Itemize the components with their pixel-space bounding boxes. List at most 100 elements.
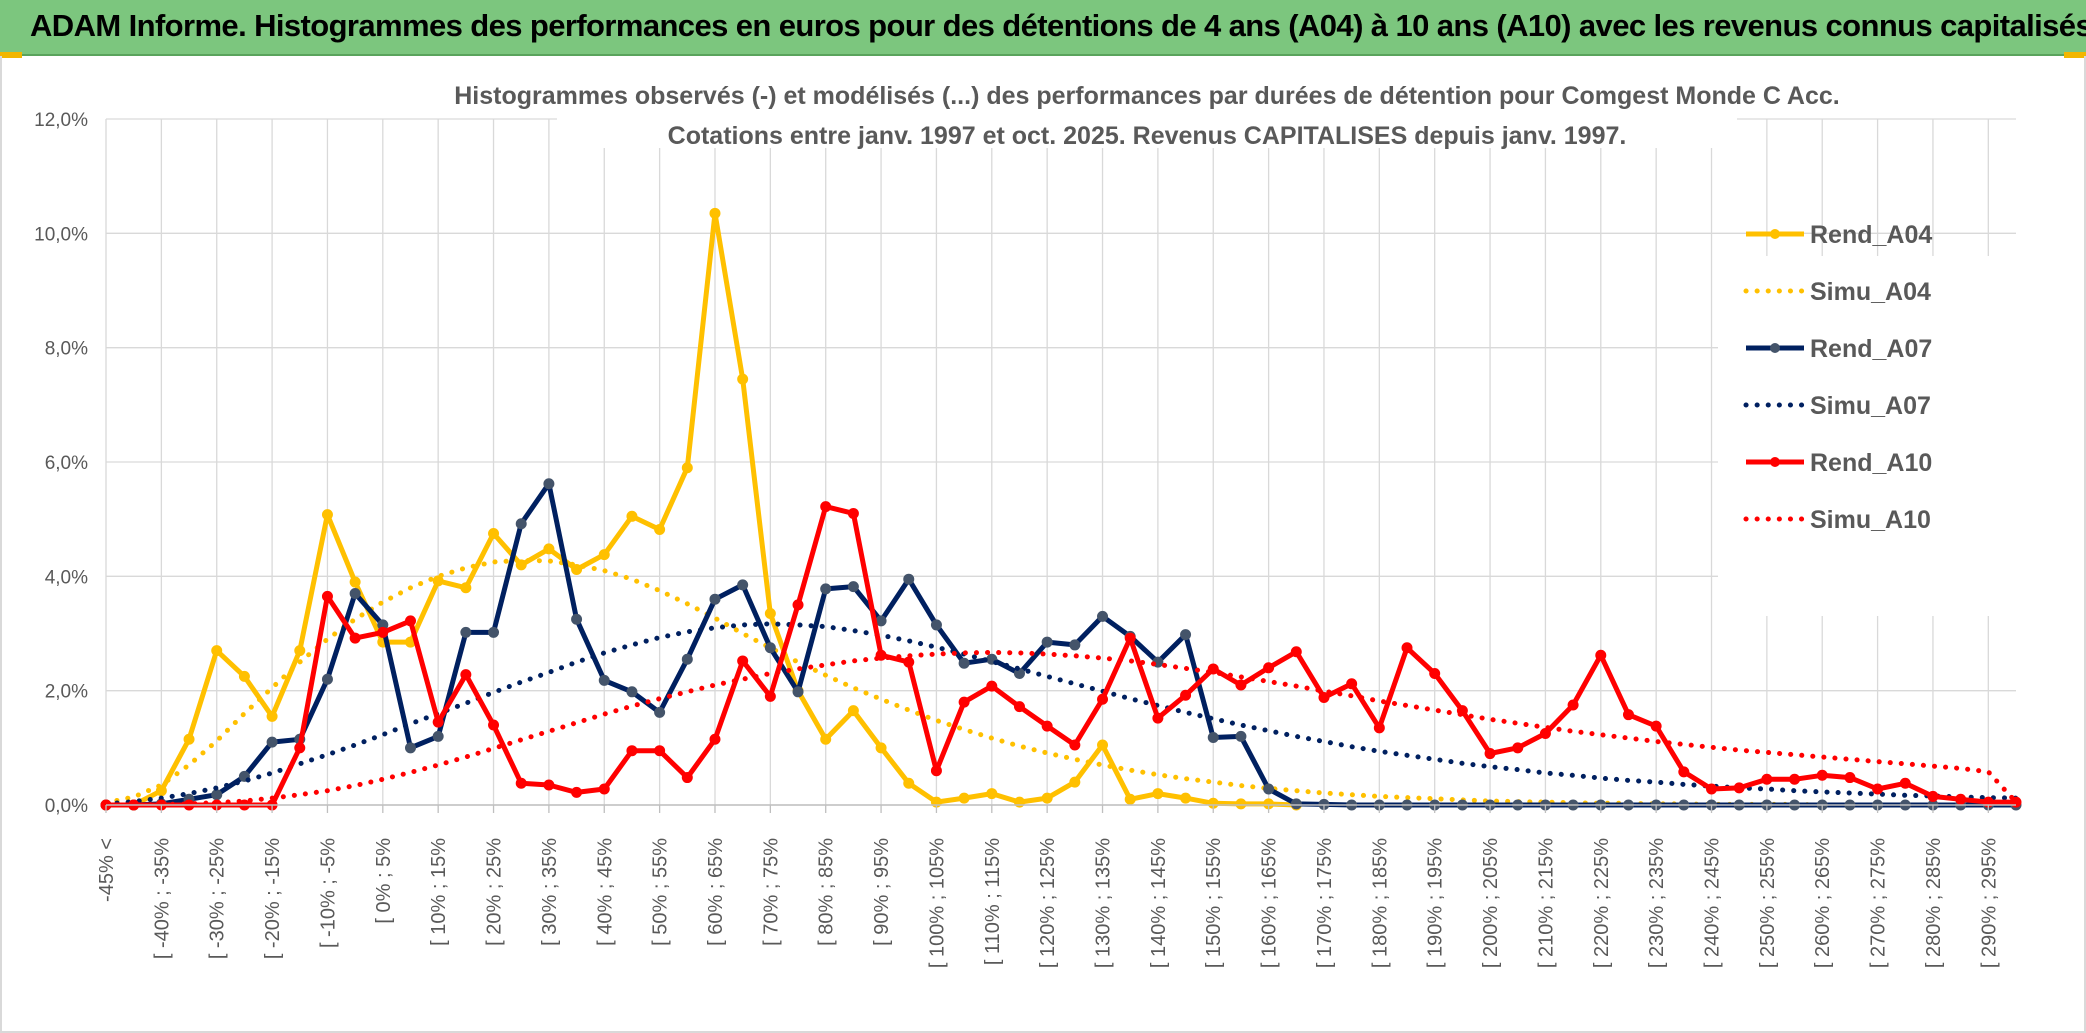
rend-a04-line <box>106 210 1297 808</box>
x-tick-label: [ 210% ; 215% <box>1535 838 1557 968</box>
rend-a04-point <box>764 607 776 619</box>
rend-a10-point <box>930 765 942 777</box>
x-tick-label: [ 220% ; 225% <box>1591 838 1613 968</box>
rend-a10-point <box>1346 678 1358 690</box>
rend-a04-point <box>321 509 333 521</box>
rend-a04-point <box>709 207 721 219</box>
x-tick-label: [ 100% ; 105% <box>926 838 948 968</box>
x-tick-label: [ 190% ; 195% <box>1425 838 1447 968</box>
rend-a10-point <box>598 783 610 795</box>
rend-a04-point <box>294 645 306 657</box>
rend-a07-point <box>681 653 693 665</box>
rend-a04-point <box>820 733 832 745</box>
rend-a10-point <box>1927 790 1939 802</box>
rend-a04-point <box>543 543 555 555</box>
rend-a04-point <box>266 710 278 722</box>
rend-a07-point <box>349 587 361 599</box>
axis-layer: 0,0% 2,0% 4,0% 6,0% 8,0% 10,0% 12,0% -45% < [ -4… <box>34 110 2016 968</box>
rend-a07-point <box>432 730 444 742</box>
rend-a10-point <box>1844 772 1856 784</box>
x-tick-label: [ 290% ; 295% <box>1978 838 2000 968</box>
x-tick-label: [ 150% ; 155% <box>1203 838 1225 968</box>
rend-a07-point <box>1097 610 1109 622</box>
x-tick-label: [ 130% ; 135% <box>1093 838 1115 968</box>
x-tick-label: [ 110% ; 115% <box>982 838 1004 965</box>
rend-a04-point <box>1041 792 1053 804</box>
x-tick-label: [ 30% ; 35% <box>539 838 561 946</box>
y-tick-label: 2,0% <box>45 682 88 703</box>
rend-a07-point <box>1235 730 1247 742</box>
rend-a07-point <box>654 706 666 718</box>
rend-a04-point <box>847 705 859 717</box>
y-tick-label: 4,0% <box>45 567 88 588</box>
rend-a04-point <box>626 510 638 522</box>
rend-a07-point <box>792 686 804 698</box>
legend-label-rend-a07: Rend_A07 <box>1810 335 1932 363</box>
rend-a07-point <box>903 573 915 585</box>
rend-a10-point <box>571 786 583 798</box>
x-tick-label: -45% < <box>96 838 118 902</box>
y-tick-label: 12,0% <box>34 110 88 131</box>
rend-a10-point <box>1955 793 1967 805</box>
x-tick-label: [ 40% ; 45% <box>594 838 616 946</box>
rend-a04-point <box>460 582 472 594</box>
report-banner: ADAM Informe. Histogrammes des performan… <box>0 0 2086 56</box>
legend-label-simu-a04: Simu_A04 <box>1810 278 1931 306</box>
rend-a04-point <box>986 788 998 800</box>
rend-a04-point <box>598 549 610 561</box>
rend-a07-point <box>460 626 472 638</box>
rend-a07-point <box>847 581 859 593</box>
corner-accent-right <box>2064 52 2086 58</box>
x-tick-label: [ -10% ; -5% <box>317 838 339 948</box>
rend-a10-point <box>1733 782 1745 794</box>
rend-a07-point <box>1207 732 1219 744</box>
rend-a07-point <box>764 642 776 654</box>
rend-a10-point <box>1097 693 1109 705</box>
rend-a10-point <box>986 680 998 692</box>
rend-a07-point <box>1180 629 1192 641</box>
rend-a04-point <box>681 462 693 474</box>
rend-a10-line <box>106 504 2016 808</box>
rend-a10-point <box>654 745 666 757</box>
rend-a10-point <box>1761 773 1773 785</box>
rend-a04-point <box>1069 776 1081 788</box>
rend-a10-point <box>1013 701 1025 713</box>
legend-marker-rend-a10 <box>1770 457 1780 467</box>
rend-a10-point <box>1401 642 1413 654</box>
rend-a04-point <box>1180 792 1192 804</box>
x-tick-label: [ 80% ; 85% <box>816 838 838 946</box>
x-tick-label: [ 90% ; 95% <box>871 838 893 946</box>
rend-a07-point <box>737 579 749 591</box>
rend-a07-point <box>266 736 278 748</box>
y-tick-label: 0,0% <box>45 796 88 817</box>
y-tick-label: 8,0% <box>45 339 88 360</box>
x-tick-label: [ 280% ; 285% <box>1923 838 1945 968</box>
rend-a04-point <box>432 575 444 587</box>
rend-a10-point <box>543 779 555 791</box>
rend-a10-point <box>1567 699 1579 711</box>
rend-a10-point <box>1152 712 1164 724</box>
chart-frame: 0,0% 2,0% 4,0% 6,0% 8,0% 10,0% 12,0% -45% < [ -4… <box>0 56 2086 1033</box>
rend-a10-point <box>349 632 361 644</box>
rend-a10-point <box>820 501 832 513</box>
rend-a04-point <box>488 527 500 539</box>
rend-a10-point <box>377 626 389 638</box>
rend-a07-point <box>820 583 832 595</box>
rend-a10-point <box>1678 766 1690 778</box>
rend-a07-point <box>571 613 583 625</box>
legend-label-simu-a10: Simu_A10 <box>1810 506 1931 534</box>
x-tick-label: [ 0% ; 5% <box>373 838 395 924</box>
simu-a10-dotted-line <box>103 649 2019 808</box>
histogram-chart: 0,0% 2,0% 4,0% 6,0% 8,0% 10,0% 12,0% -45% < [ -4… <box>34 56 2022 968</box>
rend-a10-point <box>1816 769 1828 781</box>
rend-a04-point <box>1124 793 1136 805</box>
rend-a10-point <box>681 772 693 784</box>
rend-a10-point <box>432 716 444 728</box>
x-tick-label: [ 180% ; 185% <box>1369 838 1391 968</box>
chart-title: Histogrammes observés (-) et modélisés (… <box>454 82 1840 110</box>
rend-a10-point <box>294 742 306 754</box>
rend-a10-point <box>903 656 915 668</box>
rend-a07-point <box>543 478 555 490</box>
x-tick-label: [ 20% ; 25% <box>484 838 506 946</box>
rend-a04-point <box>1097 739 1109 751</box>
